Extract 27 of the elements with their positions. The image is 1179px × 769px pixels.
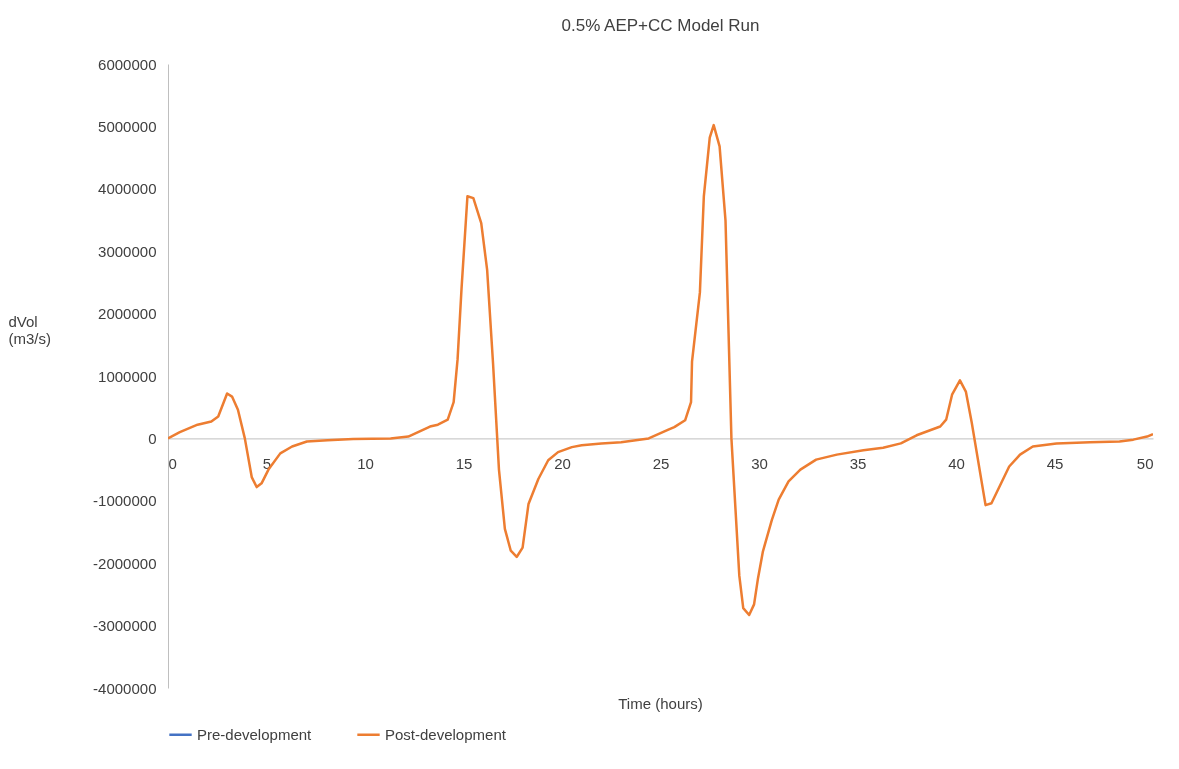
y-axis-title: dVol (m3/s) [8,312,51,347]
x-axis-title: Time (hours) [618,695,703,712]
y-tick-label: 5000000 [98,117,157,135]
y-tick-label: -4000000 [93,679,157,697]
chart-title: 0.5% AEP+CC Model Run [561,16,760,35]
y-tick-label: 6000000 [98,55,157,73]
x-tick-label: 10 [357,454,374,472]
x-tick-label: 50 [1136,454,1154,472]
x-tick-label: 35 [849,454,867,472]
x-tick-label: 25 [652,454,670,472]
y-tick-label: -1000000 [93,492,157,510]
x-tick-label: 0 [168,454,177,472]
y-tick-label: 3000000 [98,242,157,260]
y-tick-label: 1000000 [98,367,157,385]
y-tick-label: 4000000 [98,180,157,198]
x-tick-label: 20 [554,454,571,472]
line-series [168,123,1153,617]
x-tick-label: 15 [455,454,473,472]
y-tick-label: -2000000 [93,554,157,572]
x-tick-label: 30 [751,454,768,472]
y-tick-label: -3000000 [93,617,157,635]
legend-label: Pre-development [197,725,313,743]
x-tick-label: 40 [948,454,965,472]
y-tick-label: 0 [148,429,157,447]
legend-label: Post-development [385,725,507,743]
x-tick-label: 45 [1046,454,1064,472]
y-tick-label: 2000000 [98,305,157,323]
